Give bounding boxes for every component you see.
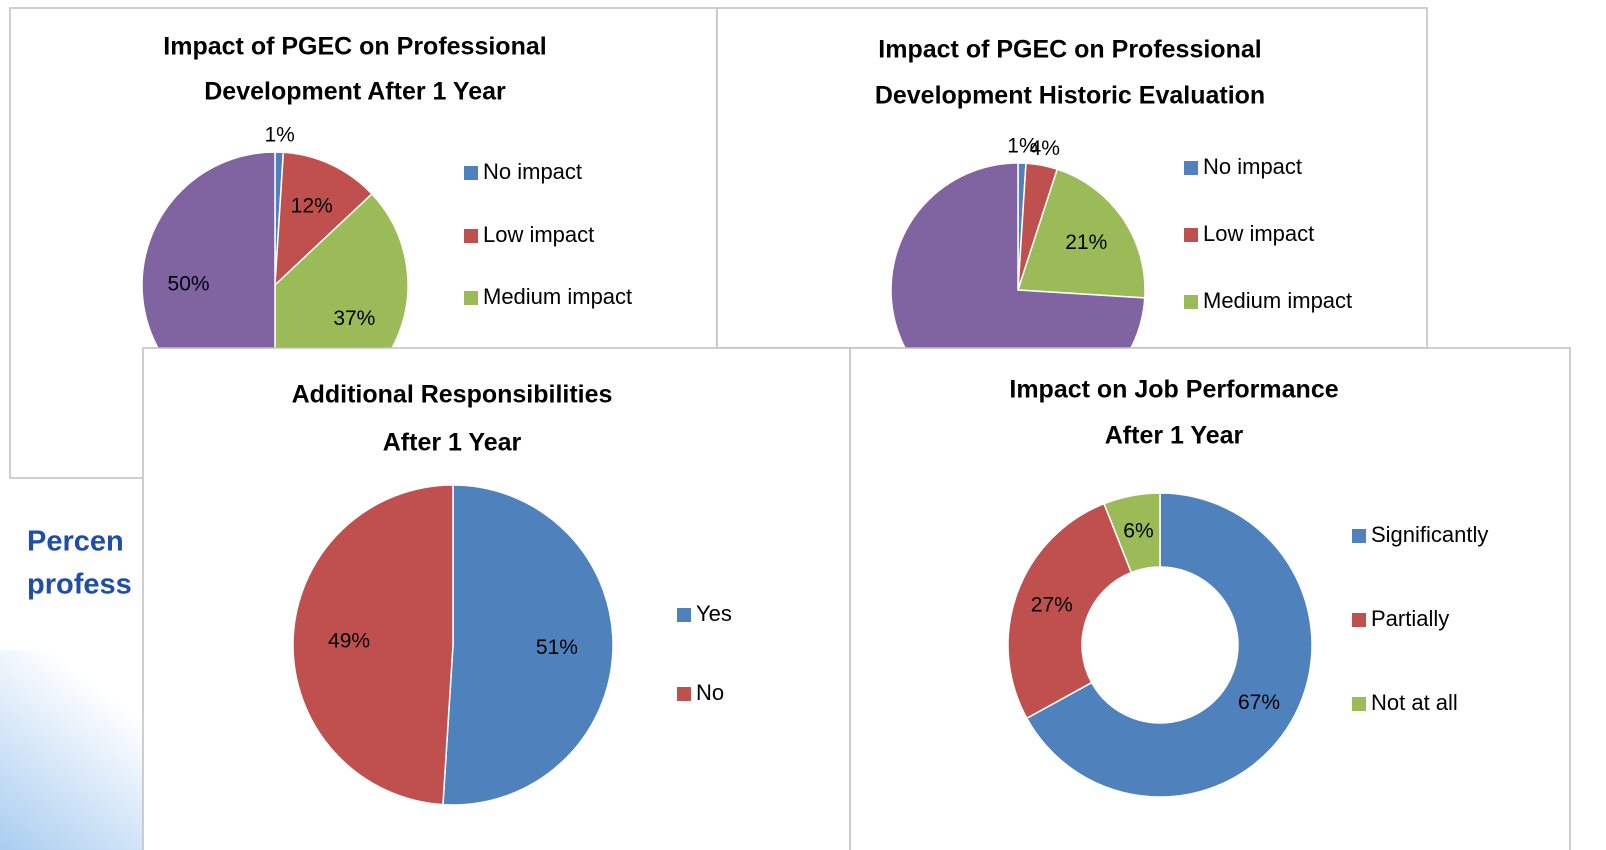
chart-title: Impact of PGEC on Professional (878, 36, 1261, 64)
legend-entry: No impact (1203, 154, 1302, 179)
legend-swatch (677, 687, 691, 701)
legend-swatch (464, 166, 478, 180)
data-label: 50% (168, 273, 210, 296)
legend-swatch (1184, 161, 1198, 175)
legend-swatch (464, 229, 478, 243)
data-label: 1% (265, 124, 295, 147)
legend-entry: Low impact (483, 222, 594, 247)
chart-title: After 1 Year (383, 429, 522, 457)
data-label: 49% (328, 629, 370, 652)
legend-entry: Significantly (1371, 522, 1488, 547)
slice (1016, 168, 1146, 299)
data-label: 51% (536, 636, 578, 659)
data-label: 67% (1238, 691, 1280, 714)
slice (1007, 502, 1133, 720)
legend-swatch (1352, 613, 1366, 627)
slice (1103, 492, 1161, 574)
data-label: 1% (1007, 135, 1037, 158)
legend-entry: Medium impact (1203, 288, 1352, 313)
legend-swatch (1352, 697, 1366, 711)
data-label: 12% (291, 194, 333, 217)
legend-swatch (1184, 228, 1198, 242)
data-label: 27% (1031, 594, 1073, 617)
legend-entry: No impact (483, 159, 582, 184)
legend-swatch (1352, 529, 1366, 543)
chart-title: Impact on Job Performance (1009, 376, 1338, 404)
data-label: 37% (333, 307, 375, 330)
chart-title: Development After 1 Year (204, 78, 506, 106)
legend-swatch (464, 291, 478, 305)
data-label: 6% (1123, 520, 1153, 543)
slice (274, 151, 374, 287)
chart-title: Development Historic Evaluation (875, 82, 1265, 110)
chart-panel: Additional Responsibilities After 1 Year 5… (142, 347, 851, 850)
data-label: 21% (1065, 231, 1107, 254)
legend-entry: Medium impact (483, 284, 632, 309)
legend-entry: Yes (696, 601, 732, 626)
slide-text: profess (27, 569, 132, 601)
legend-entry: No (696, 680, 724, 705)
slice (442, 484, 614, 806)
legend-entry: Not at all (1371, 690, 1458, 715)
legend-swatch (1184, 295, 1198, 309)
legend-swatch (677, 608, 691, 622)
slice (1025, 492, 1313, 798)
slide-text: Percen (27, 526, 124, 558)
chart-title: Additional Responsibilities (292, 381, 613, 409)
chart-title: Impact of PGEC on Professional (163, 33, 546, 61)
chart-title: After 1 Year (1105, 422, 1244, 450)
data-label: 4% (1030, 137, 1060, 160)
slice (292, 484, 454, 806)
chart-panel: Impact on Job Performance After 1 Year 67%… (849, 347, 1571, 850)
legend-entry: Partially (1371, 606, 1449, 631)
legend-entry: Low impact (1203, 221, 1314, 246)
